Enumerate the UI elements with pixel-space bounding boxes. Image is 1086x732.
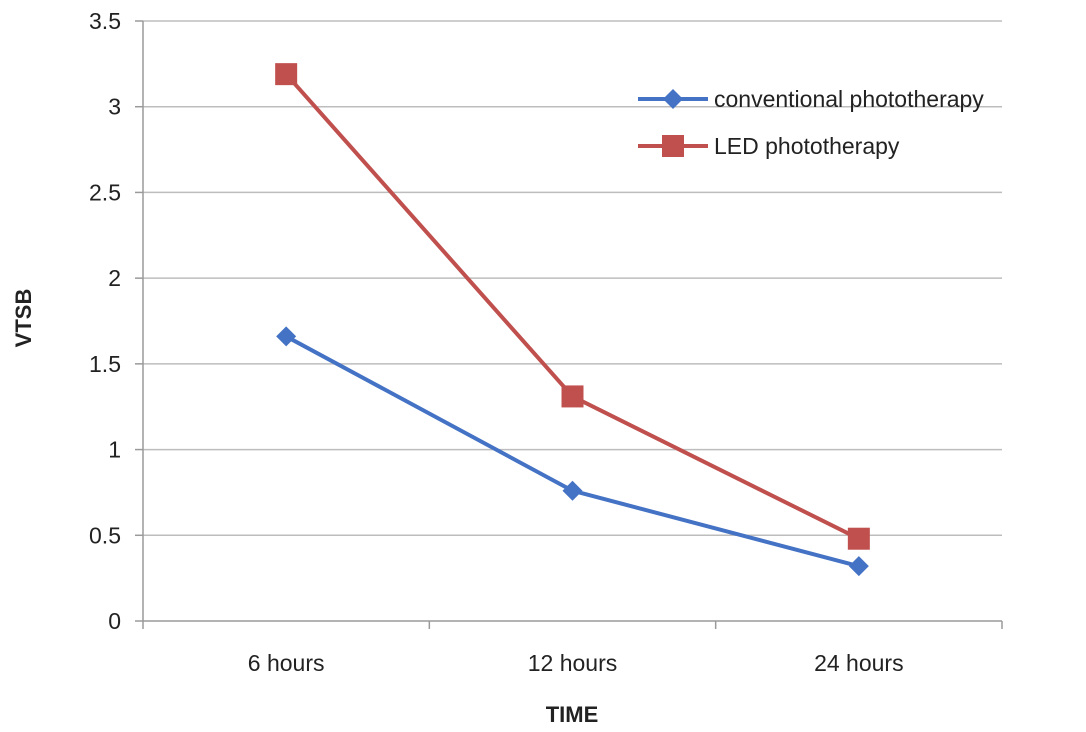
legend-marker [663, 89, 683, 109]
legend-marker [662, 135, 684, 157]
y-tick-label: 0.5 [89, 522, 121, 548]
y-tick-label: 0 [108, 608, 121, 634]
legend-label: conventional phototherapy [714, 86, 984, 112]
legend-label: LED phototherapy [714, 133, 900, 159]
x-axis-title: TIME [546, 702, 599, 727]
x-tick-label: 24 hours [814, 650, 904, 676]
y-tick-label: 3.5 [89, 8, 121, 34]
y-axis-title: VTSB [11, 289, 36, 348]
data-point [562, 480, 583, 501]
series [275, 63, 870, 577]
x-tick-label: 6 hours [248, 650, 325, 676]
axes [135, 20, 1003, 629]
series-1 [275, 63, 870, 550]
data-point [561, 385, 584, 408]
y-tick-label: 1.5 [89, 351, 121, 377]
y-tick-label: 2 [108, 265, 121, 291]
y-tick-label: 1 [108, 437, 121, 463]
legend: conventional phototherapy LED phototherap… [638, 86, 984, 159]
data-point [275, 63, 298, 86]
legend-entry: conventional phototherapy [638, 86, 984, 112]
data-point [276, 326, 297, 347]
data-point [847, 527, 870, 550]
data-point [848, 556, 869, 577]
gridlines [143, 20, 1002, 537]
legend-entry: LED phototherapy [638, 133, 900, 159]
x-tick-labels: 6 hours 12 hours 24 hours [248, 650, 904, 676]
y-tick-labels: 0 0.5 1 1.5 2 2.5 3 3.5 [89, 8, 121, 634]
series-line [285, 334, 860, 569]
x-tick-label: 12 hours [528, 650, 618, 676]
series-0 [276, 326, 869, 577]
y-tick-label: 3 [108, 94, 121, 120]
y-tick-label: 2.5 [89, 179, 121, 205]
